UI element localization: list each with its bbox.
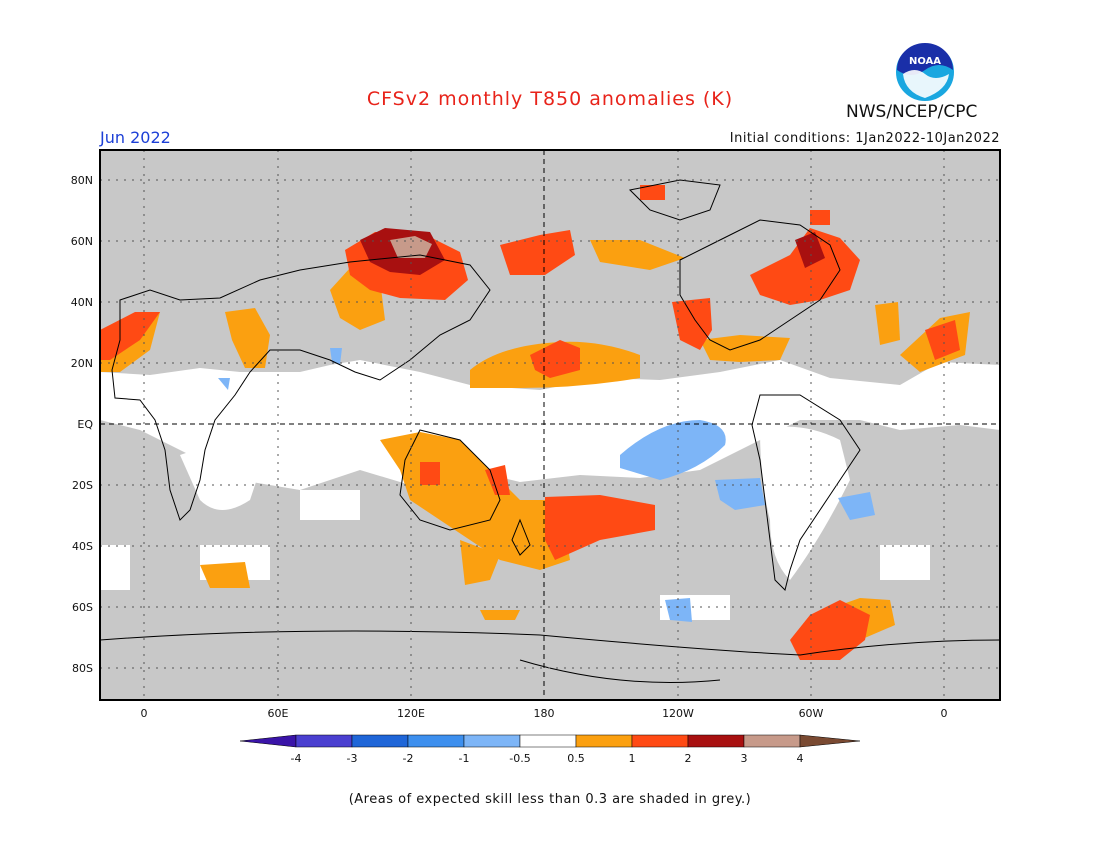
lon-label-60w: 60W	[799, 707, 824, 720]
lon-label-60e: 60E	[268, 707, 289, 720]
lat-label-20n: 20N	[71, 357, 93, 370]
latitude-axis: 80N 60N 40N 20N EQ 20S 40S 60S 80S	[71, 174, 94, 675]
colorbar-tick-label: -4	[291, 752, 302, 765]
lat-label-80s: 80S	[72, 662, 93, 675]
longitude-axis: 0 60E 120E 180 120W 60W 0	[141, 707, 948, 720]
colorbar-swatch-6	[575, 734, 633, 748]
colorbar-swatch-5	[519, 734, 577, 748]
colorbar-swatch-4	[463, 734, 521, 748]
lon-label-180: 180	[534, 707, 555, 720]
high-skill-regions	[100, 426, 930, 620]
colorbar-tick-label: -2	[403, 752, 414, 765]
initial-conditions: Initial conditions: 1Jan2022-10Jan2022	[729, 131, 1000, 146]
lat-label-80n: 80N	[71, 174, 93, 187]
lat-label-eq: EQ	[77, 418, 93, 431]
lon-label-0-east: 0	[941, 707, 948, 720]
lat-label-40s: 40S	[72, 540, 93, 553]
lon-label-120e: 120E	[397, 707, 425, 720]
lat-label-40n: 40N	[71, 296, 93, 309]
colorbar-swatch-2	[351, 734, 409, 748]
lon-label-0: 0	[141, 707, 148, 720]
coastlines	[99, 179, 1001, 683]
chart-title: CFSv2 monthly T850 anomalies (K)	[366, 88, 734, 110]
logo-text: NOAA	[909, 56, 941, 67]
footnote: (Areas of expected skill less than 0.3 a…	[348, 792, 752, 807]
forecast-month: Jun 2022	[100, 128, 171, 147]
lon-label-120w: 120W	[662, 707, 694, 720]
colorbar-swatch-1	[295, 734, 353, 748]
noaa-logo: NOAA	[894, 41, 956, 103]
colorbar-swatch-7	[631, 734, 689, 748]
lat-label-60s: 60S	[72, 601, 93, 614]
colorbar-tick-label: 2	[685, 752, 692, 765]
colorbar-tick-label: -0.5	[509, 752, 530, 765]
map-frame	[99, 149, 1001, 701]
colorbar-swatch-10	[799, 734, 861, 748]
colorbar-swatch-9	[743, 734, 801, 748]
colorbar: -4 -3 -2 -1 -0.5 0.5 1 2 3 4	[239, 734, 861, 765]
anomaly-blue-regions	[218, 348, 875, 622]
colorbar-tick-label: 0.5	[567, 752, 585, 765]
lat-label-20s: 20S	[72, 479, 93, 492]
colorbar-swatch-8	[687, 734, 745, 748]
lat-label-60n: 60N	[71, 235, 93, 248]
colorbar-tick-label: -1	[459, 752, 470, 765]
colorbar-swatch-3	[407, 734, 465, 748]
colorbar-swatch-0	[239, 734, 297, 748]
colorbar-tick-label: -3	[347, 752, 358, 765]
grid-lines	[100, 150, 1000, 700]
colorbar-tick-label: 1	[629, 752, 636, 765]
agency-label: NWS/NCEP/CPC	[846, 102, 978, 122]
colorbar-tick-label: 4	[797, 752, 804, 765]
colorbar-tick-label: 3	[741, 752, 748, 765]
